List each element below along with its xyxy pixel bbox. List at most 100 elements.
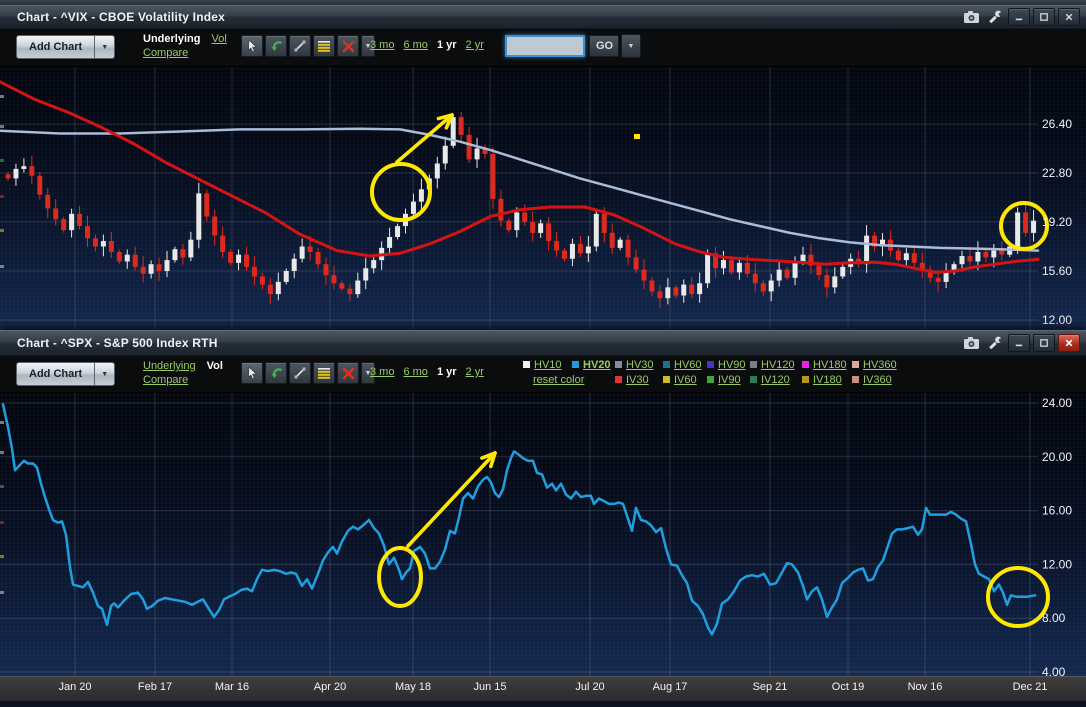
undo-tool-button[interactable] (265, 35, 287, 57)
y-axis-label: 12.00 (1042, 313, 1072, 327)
y-axis-label: 8.00 (1042, 611, 1066, 625)
cursor-tool-button[interactable] (241, 35, 263, 57)
y-axis-label: 12.00 (1042, 557, 1072, 571)
y-axis-label: 19.20 (1042, 215, 1072, 229)
annotation-circle (377, 546, 423, 608)
legend-item-reset-color: reset color (533, 374, 584, 386)
range-1yr-selected[interactable]: 1 yr (436, 39, 457, 51)
settings-button[interactable] (985, 334, 1005, 352)
snapshot-button[interactable] (962, 8, 982, 26)
annotation-circle (370, 162, 432, 222)
legend-link-hv20[interactable]: HV20 (583, 359, 611, 371)
maximize-icon (1040, 338, 1048, 347)
add-chart-button[interactable]: Add Chart (17, 363, 95, 385)
range-2yr-link[interactable]: 2 yr (465, 366, 484, 378)
x-axis-label: Mar 16 (214, 681, 250, 693)
ma-fast-line (0, 80, 1040, 274)
legend-link-iv360[interactable]: IV360 (863, 374, 892, 386)
legend-link-hv60[interactable]: HV60 (674, 359, 702, 371)
trendline-tool-button[interactable] (289, 362, 311, 384)
indicator-list-tool-button[interactable] (313, 362, 335, 384)
vix-candlestick-chart[interactable]: 26.40 22.80 19.20 15.60 12.00 (0, 67, 1086, 332)
camera-icon (964, 10, 979, 23)
series-color-swatch (572, 361, 579, 368)
series-color-swatch (707, 361, 714, 368)
legend-link-iv90[interactable]: IV90 (718, 374, 741, 386)
docked-toolbar-sliver (0, 421, 4, 594)
delete-drawing-tool-button[interactable] (337, 35, 359, 57)
close-button[interactable] (1058, 333, 1080, 352)
minimize-button[interactable] (1008, 7, 1030, 26)
underlying-tab[interactable]: Underlying (143, 360, 196, 372)
compare-tab[interactable]: Compare (143, 374, 189, 386)
add-chart-dropdown[interactable]: ▼ (94, 363, 115, 385)
legend-link-hv30[interactable]: HV30 (626, 359, 654, 371)
settings-button[interactable] (985, 8, 1005, 26)
series-color-swatch (663, 361, 670, 368)
symbol-input[interactable] (505, 35, 585, 57)
legend-link-iv120[interactable]: IV120 (761, 374, 790, 386)
close-button[interactable] (1058, 7, 1080, 26)
x-axis-label: Sep 21 (752, 681, 788, 693)
reset-color-link[interactable]: reset color (533, 374, 585, 386)
range-6mo-link[interactable]: 6 mo (403, 366, 428, 378)
legend-link-iv60[interactable]: IV60 (674, 374, 697, 386)
go-button[interactable]: GO (589, 35, 619, 57)
legend-link-hv180[interactable]: HV180 (813, 359, 847, 371)
compare-tab[interactable]: Compare (143, 47, 189, 59)
legend-link-hv360[interactable]: HV360 (863, 359, 897, 371)
window-bottom-edge (0, 701, 1086, 707)
maximize-button[interactable] (1033, 7, 1055, 26)
underlying-tab[interactable]: Underlying (143, 33, 201, 45)
minimize-button[interactable] (1008, 333, 1030, 352)
indicator-list-tool-button[interactable] (313, 35, 335, 57)
yellow-annotations (377, 451, 1050, 628)
legend-link-hv90[interactable]: HV90 (718, 359, 746, 371)
symbol-dropdown-button[interactable]: ▼ (621, 34, 641, 58)
delete-drawing-tool-button[interactable] (337, 362, 359, 384)
spx-hv20-line-chart[interactable]: 24.00 20.00 16.00 12.00 8.00 4.00 (0, 393, 1086, 676)
snapshot-button[interactable] (962, 334, 982, 352)
annotation-dot (634, 134, 640, 139)
trendline-tool-button[interactable] (289, 35, 311, 57)
x-axis-label: Nov 16 (907, 681, 943, 693)
cursor-tool-button[interactable] (241, 362, 263, 384)
series-color-swatch (852, 376, 859, 383)
vol-tab[interactable]: Vol (206, 360, 223, 372)
x-axis-label: Oct 19 (831, 681, 865, 693)
tools-dropdown-button[interactable]: ▼ (361, 362, 375, 384)
series-color-swatch (750, 376, 757, 383)
y-axis-label: 26.40 (1042, 117, 1072, 131)
range-2yr-link[interactable]: 2 yr (465, 39, 484, 51)
x-axis-label: Feb 17 (137, 681, 173, 693)
legend-item-hv360: HV360 (852, 359, 897, 371)
y-axis-label: 15.60 (1042, 264, 1072, 278)
vol-tab[interactable]: Vol (211, 33, 227, 45)
legend-link-iv180[interactable]: IV180 (813, 374, 842, 386)
series-color-swatch (663, 376, 670, 383)
range-3mo-link[interactable]: 3 mo (370, 366, 395, 378)
range-6mo-link[interactable]: 6 mo (403, 39, 428, 51)
spx-chart-window: Chart - ^SPX - S&P 500 Index RTH (0, 330, 1086, 707)
close-icon (1065, 13, 1073, 20)
y-axis-labels: 24.00 20.00 16.00 12.00 8.00 4.00 (1042, 396, 1072, 676)
legend-link-hv120[interactable]: HV120 (761, 359, 795, 371)
x-axis-label: May 18 (394, 681, 432, 693)
legend-link-iv30[interactable]: IV30 (626, 374, 649, 386)
tools-dropdown-button[interactable]: ▼ (361, 35, 375, 57)
legend-item-iv60: IV60 (663, 374, 697, 386)
range-3mo-link[interactable]: 3 mo (370, 39, 395, 51)
legend-item-hv30: HV30 (615, 359, 654, 371)
gridlines (0, 393, 1038, 676)
maximize-button[interactable] (1033, 333, 1055, 352)
legend-link-hv10[interactable]: HV10 (534, 359, 562, 371)
add-chart-dropdown[interactable]: ▼ (94, 36, 115, 58)
spx-titlebar: Chart - ^SPX - S&P 500 Index RTH (0, 330, 1086, 356)
background-window-edge (0, 0, 1086, 5)
series-color-swatch (615, 361, 622, 368)
range-1yr-selected[interactable]: 1 yr (436, 366, 457, 378)
trendline-icon (294, 367, 306, 379)
undo-tool-button[interactable] (265, 362, 287, 384)
add-chart-button[interactable]: Add Chart (17, 36, 95, 58)
hv20-line (1, 403, 1037, 636)
